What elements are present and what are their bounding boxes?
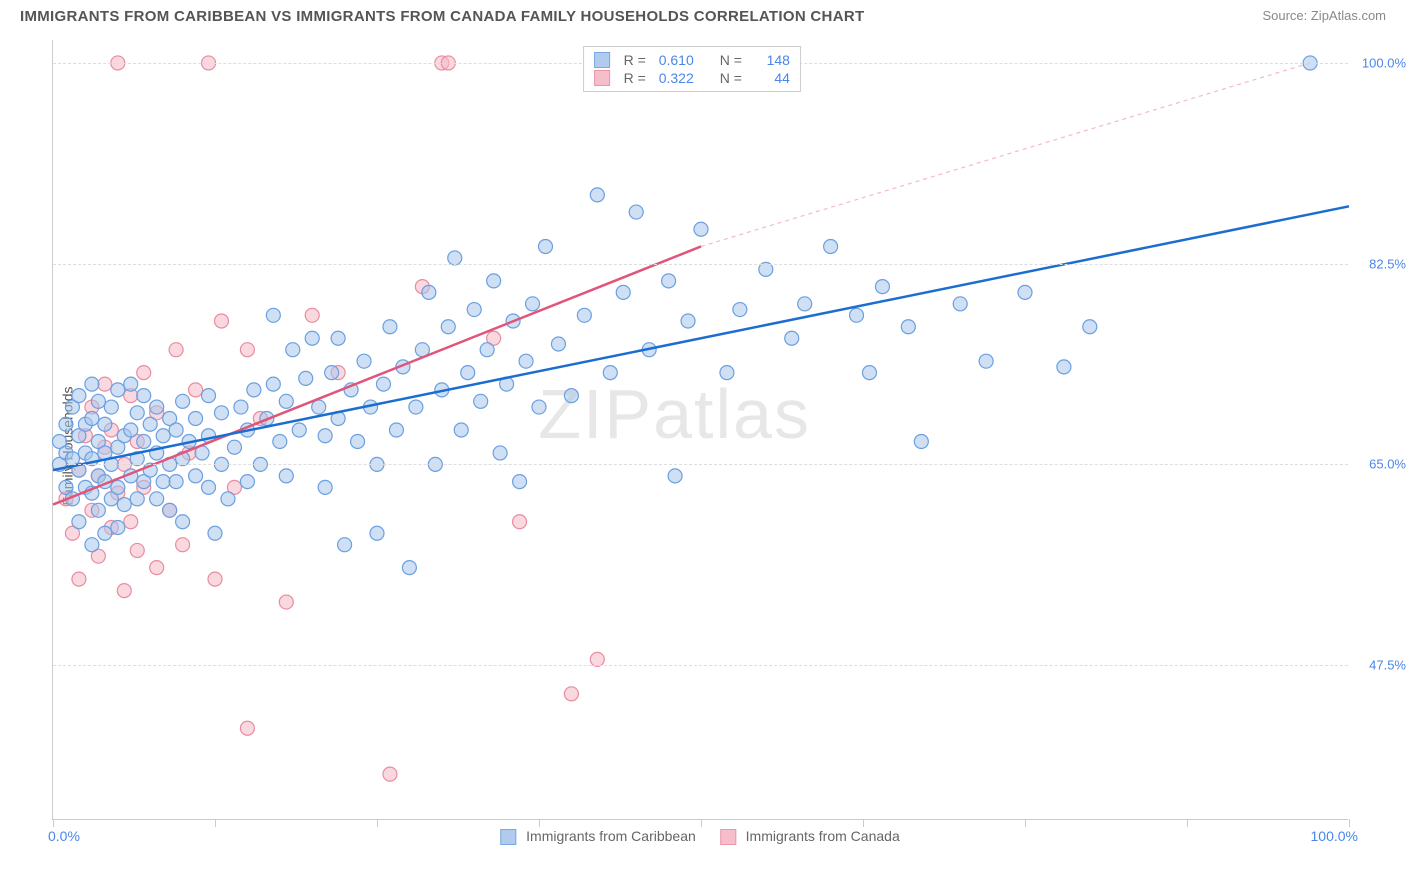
x-max-label: 100.0% <box>1311 828 1358 844</box>
swatch-caribbean-icon <box>500 829 516 845</box>
legend-row-caribbean: R = 0.610 N = 148 <box>594 51 790 69</box>
n-label: N = <box>720 70 742 86</box>
x-min-label: 0.0% <box>48 828 80 844</box>
swatch-canada <box>594 70 610 86</box>
y-tick-label: 82.5% <box>1369 256 1406 271</box>
y-tick-label: 100.0% <box>1362 55 1406 70</box>
x-tick <box>1025 819 1026 827</box>
scatter-chart: ZIPatlas R = 0.610 N = 148 R = 0.322 N =… <box>52 40 1348 820</box>
x-tick <box>1349 819 1350 827</box>
n-value-canada: 44 <box>750 70 790 86</box>
gridline <box>53 464 1348 465</box>
gridline <box>53 264 1348 265</box>
x-tick <box>539 819 540 827</box>
correlation-legend: R = 0.610 N = 148 R = 0.322 N = 44 <box>583 46 801 92</box>
x-tick <box>1187 819 1188 827</box>
series-legend: Immigrants from Caribbean Immigrants fro… <box>500 828 899 845</box>
swatch-caribbean <box>594 52 610 68</box>
gridline <box>53 665 1348 666</box>
r-value-caribbean: 0.610 <box>654 52 694 68</box>
n-value-caribbean: 148 <box>750 52 790 68</box>
x-axis-labels: 0.0% Immigrants from Caribbean Immigrant… <box>52 828 1348 858</box>
swatch-canada-icon <box>720 829 736 845</box>
plot-svg <box>53 40 1348 819</box>
x-tick <box>863 819 864 827</box>
legend-label-caribbean: Immigrants from Caribbean <box>526 828 696 844</box>
legend-row-canada: R = 0.322 N = 44 <box>594 69 790 87</box>
legend-item-caribbean: Immigrants from Caribbean <box>500 828 696 845</box>
legend-label-canada: Immigrants from Canada <box>746 828 900 844</box>
x-tick <box>377 819 378 827</box>
x-tick <box>701 819 702 827</box>
legend-item-canada: Immigrants from Canada <box>720 828 900 845</box>
r-label: R = <box>624 70 646 86</box>
chart-title: IMMIGRANTS FROM CARIBBEAN VS IMMIGRANTS … <box>20 8 864 25</box>
y-tick-label: 47.5% <box>1369 658 1406 673</box>
n-label: N = <box>720 52 742 68</box>
x-tick <box>215 819 216 827</box>
x-tick <box>53 819 54 827</box>
r-label: R = <box>624 52 646 68</box>
source-attribution: Source: ZipAtlas.com <box>1262 8 1386 23</box>
r-value-canada: 0.322 <box>654 70 694 86</box>
y-tick-label: 65.0% <box>1369 457 1406 472</box>
